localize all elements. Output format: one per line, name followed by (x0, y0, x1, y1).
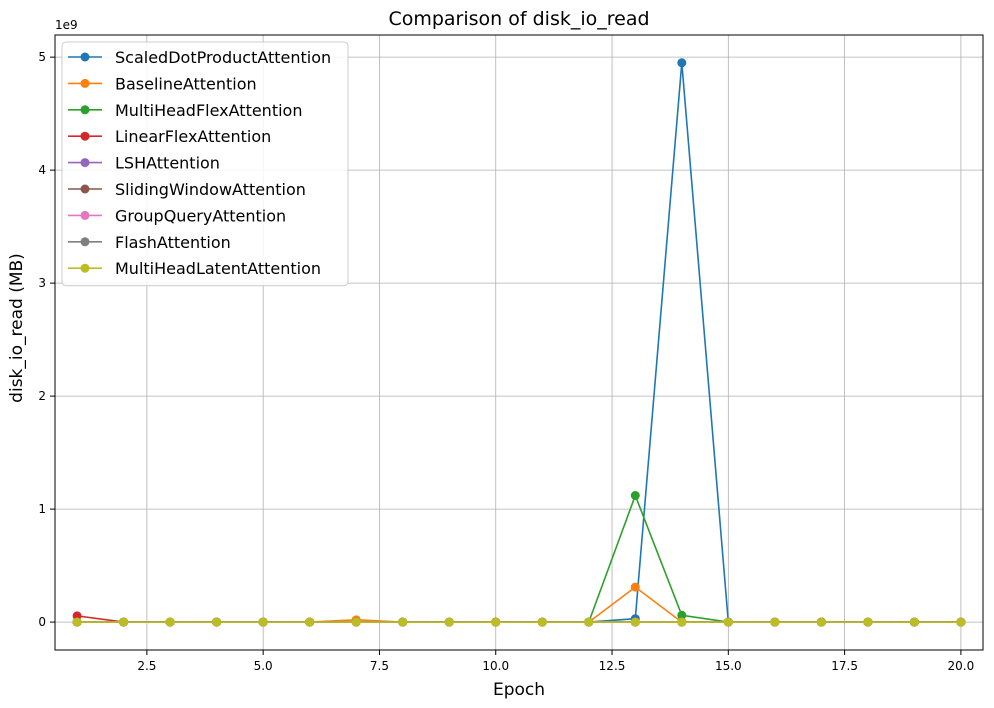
data-point (491, 617, 501, 627)
legend-label: MultiHeadFlexAttention (115, 101, 302, 120)
data-point (258, 617, 268, 627)
y-axis-ticks: 0 1 2 3 4 5 (38, 50, 55, 629)
y-tick-label: 5 (38, 50, 46, 64)
legend-swatch-marker (80, 158, 90, 168)
y-tick-label: 0 (38, 615, 46, 629)
y-tick-label: 1 (38, 502, 46, 516)
legend-label: MultiHeadLatentAttention (115, 259, 321, 278)
data-point (351, 617, 361, 627)
legend-swatch-marker (80, 184, 90, 194)
legend-item: ScaledDotProductAttention (68, 48, 331, 67)
x-tick-label: 7.5 (370, 659, 389, 673)
x-tick-label: 10.0 (482, 659, 509, 673)
data-point (630, 582, 640, 592)
data-point (72, 617, 82, 627)
legend-swatch-marker (80, 105, 90, 115)
x-tick-label: 15.0 (715, 659, 742, 673)
legend-swatch-marker (80, 237, 90, 247)
legend-label: BaselineAttention (115, 74, 257, 93)
data-point (677, 617, 687, 627)
data-point (816, 617, 826, 627)
legend-item: MultiHeadFlexAttention (68, 101, 302, 120)
legend: ScaledDotProductAttention BaselineAttenti… (61, 41, 349, 287)
legend-swatch-marker (80, 52, 90, 62)
data-point (630, 617, 640, 627)
data-point (398, 617, 408, 627)
x-tick-label: 12.5 (599, 659, 626, 673)
legend-label: LinearFlexAttention (115, 127, 271, 146)
legend-label: ScaledDotProductAttention (115, 48, 331, 67)
legend-swatch-marker (80, 131, 90, 141)
data-point (723, 617, 733, 627)
data-point (677, 610, 687, 620)
legend-label: FlashAttention (115, 233, 231, 252)
x-tick-label: 17.5 (831, 659, 858, 673)
legend-item: FlashAttention (68, 233, 231, 252)
y-tick-label: 4 (38, 163, 46, 177)
data-point (72, 611, 82, 621)
data-point (863, 617, 873, 627)
legend-swatch-marker (80, 263, 90, 273)
x-axis-ticks: 2.5 5.0 7.5 10.0 12.5 15.0 17.5 20.0 (137, 650, 974, 673)
y-axis-label: disk_io_read (MB) (7, 253, 27, 403)
data-point (584, 617, 594, 627)
legend-item: LinearFlexAttention (68, 127, 271, 146)
data-point (212, 617, 222, 627)
x-axis-label: Epoch (493, 680, 545, 700)
legend-item: BaselineAttention (68, 74, 257, 93)
data-point (537, 617, 547, 627)
legend-item: SlidingWindowAttention (68, 180, 306, 199)
legend-swatch-marker (80, 78, 90, 88)
legend-item: LSHAttention (68, 154, 220, 173)
data-point (165, 617, 175, 627)
x-tick-label: 20.0 (948, 659, 975, 673)
data-point (630, 491, 640, 501)
legend-label: LSHAttention (115, 154, 220, 173)
data-point (677, 58, 687, 68)
plot-frame (54, 34, 984, 651)
legend-item: MultiHeadLatentAttention (68, 259, 321, 278)
chart-title: Comparison of disk_io_read (388, 8, 649, 30)
y-offset-text: 1e9 (55, 18, 78, 32)
legend-label: GroupQueryAttention (115, 206, 286, 225)
y-tick-label: 2 (38, 389, 46, 403)
series-MultiHeadLatentAttention (72, 617, 966, 627)
x-tick-label: 5.0 (254, 659, 273, 673)
series-layer (72, 58, 966, 627)
legend-label: SlidingWindowAttention (115, 180, 306, 199)
data-point (909, 617, 919, 627)
data-point (305, 617, 315, 627)
legend-swatch-marker (80, 210, 90, 220)
legend-box (61, 41, 349, 287)
x-tick-label: 2.5 (137, 659, 156, 673)
legend-item: GroupQueryAttention (68, 206, 286, 225)
data-point (444, 617, 454, 627)
data-point (956, 617, 966, 627)
y-tick-label: 3 (38, 276, 46, 290)
data-point (119, 617, 129, 627)
data-point (770, 617, 780, 627)
